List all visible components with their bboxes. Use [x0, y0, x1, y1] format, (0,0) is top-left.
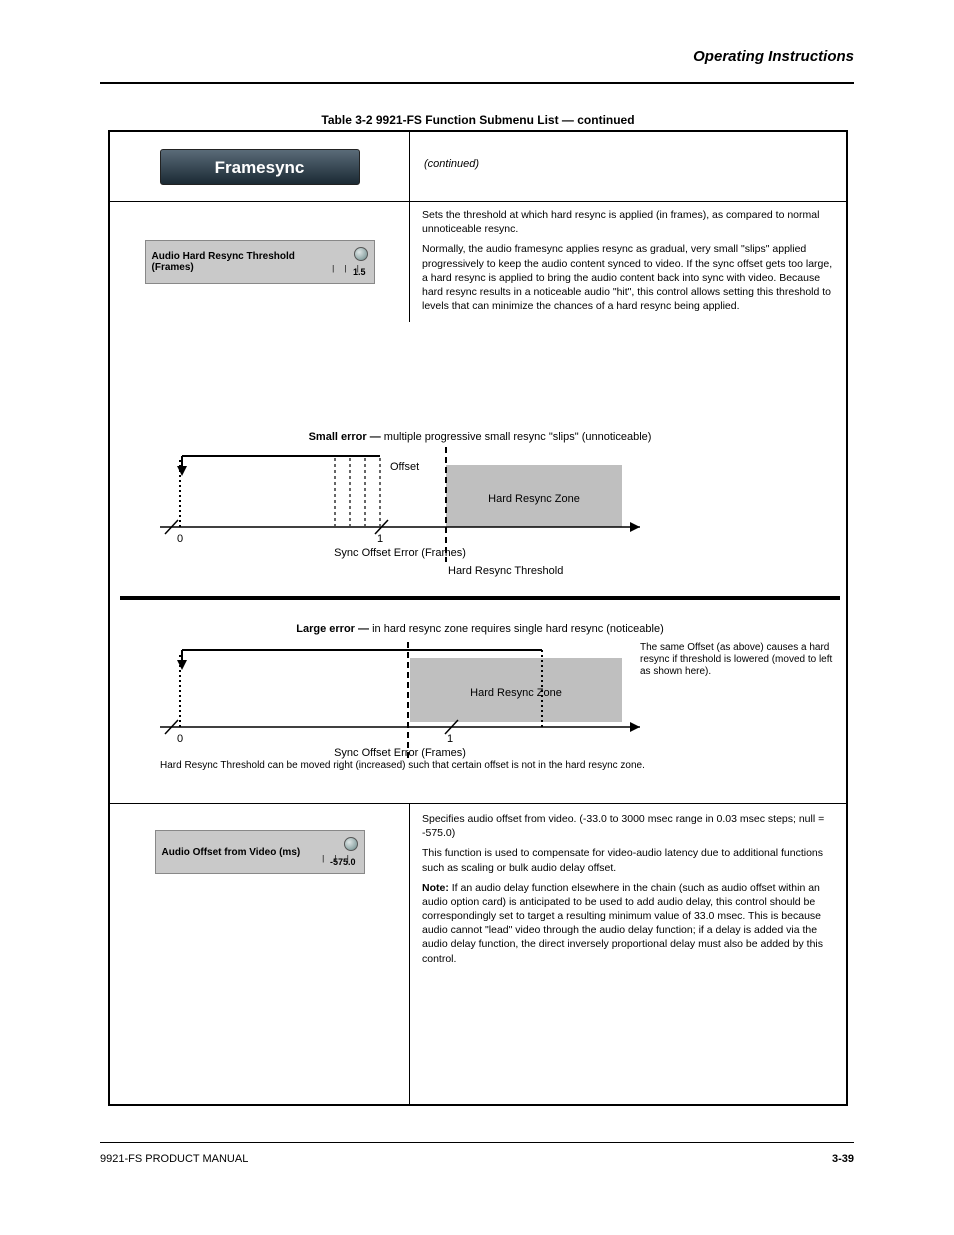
diagA-offset-label: Offset	[390, 461, 419, 473]
row1-left-cell: Framesync	[110, 132, 410, 201]
slider-value: 1.5	[353, 267, 366, 277]
diagA-title-rest: multiple progressive small resync "slips…	[384, 431, 652, 443]
row1-right-cell: (continued)	[410, 132, 846, 201]
diagB-return-arrowhead	[177, 660, 187, 670]
diagB-xaxis-label: Sync Offset Error (Frames)	[334, 747, 466, 759]
table-row: Audio Hard Resync Threshold (Frames) | |…	[110, 202, 846, 804]
desc-line: Sets the threshold at which hard resync …	[422, 208, 834, 236]
slider-value: -575.0	[330, 857, 356, 867]
function-table: Framesync (continued) Audio Hard Resync …	[108, 130, 848, 1106]
tick-one: 1	[447, 733, 453, 745]
framesync-header-button: Framesync	[160, 149, 360, 185]
slider-track[interactable]: | | | -575.0	[318, 837, 358, 867]
row2-slider-cell: Audio Hard Resync Threshold (Frames) | |…	[110, 202, 410, 322]
diagB-axis-arrowhead	[630, 722, 640, 732]
note-text: If an audio delay function elsewhere in …	[422, 882, 823, 965]
slider-knob[interactable]	[344, 837, 358, 851]
row2-desc-cell: Sets the threshold at which hard resync …	[410, 202, 846, 322]
table-caption: Table 3-2 9921-FS Function Submenu List …	[108, 113, 848, 127]
diagA-axis-arrowhead	[630, 522, 640, 532]
header-title: Operating Instructions	[693, 48, 854, 65]
page: Operating Instructions Table 3-2 9921-FS…	[0, 0, 954, 1235]
diagB-title-lead: Large error —	[296, 623, 372, 635]
header-rule	[100, 82, 854, 84]
table-row: Framesync (continued)	[110, 132, 846, 202]
diagB-note2: The same Offset (as above) causes a hard…	[640, 642, 840, 678]
desc-line: This function is used to compensate for …	[422, 846, 834, 874]
svg-text:Large error — in hard resync z: Large error — in hard resync zone requir…	[296, 623, 663, 635]
audio-offset-slider[interactable]: Audio Offset from Video (ms) | | | -575.…	[155, 830, 365, 874]
note-block: Note: If an audio delay function elsewhe…	[422, 881, 834, 966]
svg-text:Small error — multiple progres: Small error — multiple progressive small…	[309, 431, 652, 443]
diagA-return-arrowhead	[177, 466, 187, 476]
slider-knob[interactable]	[354, 247, 368, 261]
diagB-title-rest: in hard resync zone requires single hard…	[372, 623, 664, 635]
slider-label: Audio Offset from Video (ms)	[162, 847, 318, 858]
diagA-box-label: Hard Resync Zone	[488, 493, 580, 505]
tick-one: 1	[377, 533, 383, 545]
diagA-threshold-label: Hard Resync Threshold	[448, 565, 563, 577]
desc-line: Normally, the audio framesync applies re…	[422, 242, 834, 313]
diagram-area: Small error — multiple progressive small…	[110, 322, 846, 803]
table-row: Audio Offset from Video (ms) | | | -575.…	[110, 804, 846, 1104]
tick-zero: 0	[177, 533, 183, 545]
footer-left: 9921-FS PRODUCT MANUAL	[100, 1153, 248, 1165]
slider-label: Audio Hard Resync Threshold (Frames)	[152, 251, 328, 273]
row3-desc-cell: Specifies audio offset from video. (-33.…	[410, 804, 846, 1104]
hard-resync-threshold-slider[interactable]: Audio Hard Resync Threshold (Frames) | |…	[145, 240, 375, 284]
desc-line: Specifies audio offset from video. (-33.…	[422, 812, 834, 840]
note-label: Note:	[422, 882, 449, 894]
row3-slider-cell: Audio Offset from Video (ms) | | | -575.…	[110, 804, 410, 1104]
tick-zero: 0	[177, 733, 183, 745]
footer-right: 3-39	[832, 1153, 854, 1165]
diagB-box-label: Hard Resync Zone	[470, 687, 562, 699]
diagA-title-lead: Small error —	[309, 431, 384, 443]
slider-track[interactable]: | | | 1.5	[328, 247, 368, 277]
resync-diagrams-svg: Small error — multiple progressive small…	[110, 322, 850, 804]
row2-top: Audio Hard Resync Threshold (Frames) | |…	[110, 202, 846, 322]
diagB-note1: Hard Resync Threshold can be moved right…	[160, 760, 820, 772]
footer-rule	[100, 1142, 854, 1143]
